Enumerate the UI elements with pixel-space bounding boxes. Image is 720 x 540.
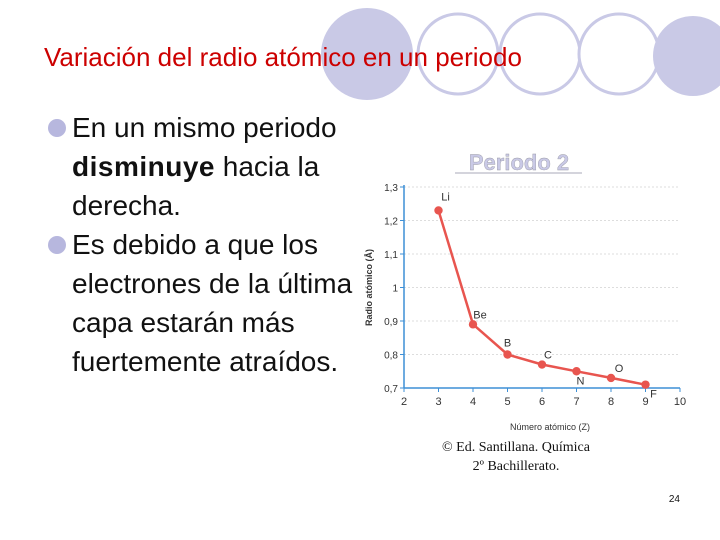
slide-title: Variación del radio atómico en un period… xyxy=(44,42,522,72)
series-line xyxy=(437,210,646,386)
data-points xyxy=(434,206,650,389)
image-credit: © Ed. Santillana. Química 2º Bachillerat… xyxy=(418,438,614,476)
x-axis-label: Número atómico (Z) xyxy=(510,422,590,432)
point-labels: Li Be B C N O F xyxy=(441,191,657,400)
x-tick-label: 2 xyxy=(401,396,407,408)
credit-line: 2º Bachillerato. xyxy=(472,459,560,474)
y-tick-label: 1,3 xyxy=(384,183,398,194)
point-label: B xyxy=(504,338,511,350)
data-point-li xyxy=(434,206,443,215)
chart-axes xyxy=(400,185,681,392)
x-tick-label: 5 xyxy=(504,396,510,408)
chart-title: Periodo 2 xyxy=(469,150,569,175)
page-number: 24 xyxy=(668,494,680,505)
bullet-item: Es debido a que los electrones de la últ… xyxy=(48,225,378,381)
point-label: Li xyxy=(441,191,450,203)
point-label: O xyxy=(615,363,624,375)
x-tick-labels: 2 3 4 5 6 7 8 9 10 xyxy=(401,396,686,408)
decor-circle xyxy=(416,12,500,96)
x-tick-label: 10 xyxy=(674,396,686,408)
y-tick-label: 1,2 xyxy=(384,217,398,228)
y-tick-label: 0,7 xyxy=(384,384,398,395)
y-tick-label: 0,9 xyxy=(384,317,398,328)
atomic-radius-chart: Periodo 2 1,3 1,2 1,1 1 0,9 0,8 0,7 2 3 4 5 6 7 8 9 10… xyxy=(364,150,686,432)
bullet-list: En un mismo periodo disminuye hacia la d… xyxy=(48,108,378,381)
y-tick-label: 1,1 xyxy=(384,250,398,261)
data-point-b xyxy=(503,350,512,359)
bullet-keyword: disminuye xyxy=(72,151,215,182)
data-point-n xyxy=(572,367,581,376)
data-point-f xyxy=(641,380,650,389)
credit-line: © Ed. Santillana. Química xyxy=(442,440,590,455)
bullet-text: hacia la derecha. xyxy=(72,151,320,221)
point-label: F xyxy=(650,389,657,401)
x-tick-label: 9 xyxy=(642,396,648,408)
decor-circle xyxy=(577,12,661,96)
x-tick-label: 7 xyxy=(573,396,579,408)
bullet-text: En un mismo periodo xyxy=(72,112,337,143)
data-point-be xyxy=(468,320,478,329)
decor-circle xyxy=(653,16,720,96)
point-label: N xyxy=(577,375,585,387)
x-tick-label: 8 xyxy=(608,396,614,408)
bullet-text: Es debido a que los electrones de la últ… xyxy=(72,229,353,377)
decorative-circles xyxy=(321,8,720,100)
data-point-c xyxy=(537,360,547,369)
y-tick-labels: 1,3 1,2 1,1 1 0,9 0,8 0,7 xyxy=(384,183,398,395)
x-tick-label: 4 xyxy=(470,396,476,408)
bullet-dot-icon xyxy=(48,236,66,254)
y-tick-label: 1 xyxy=(392,284,398,295)
data-point-o xyxy=(606,373,616,383)
point-label: Be xyxy=(473,309,486,321)
y-axis-label: Radio atómico (Å) xyxy=(364,249,374,326)
x-tick-label: 3 xyxy=(435,396,441,408)
chart-grid xyxy=(404,186,680,355)
bullet-dot-icon xyxy=(48,119,66,137)
x-tick-label: 6 xyxy=(539,396,545,408)
decor-circle xyxy=(321,8,413,100)
y-tick-label: 0,8 xyxy=(384,351,398,362)
point-label: C xyxy=(544,350,552,362)
bullet-item: En un mismo periodo disminuye hacia la d… xyxy=(48,108,378,225)
